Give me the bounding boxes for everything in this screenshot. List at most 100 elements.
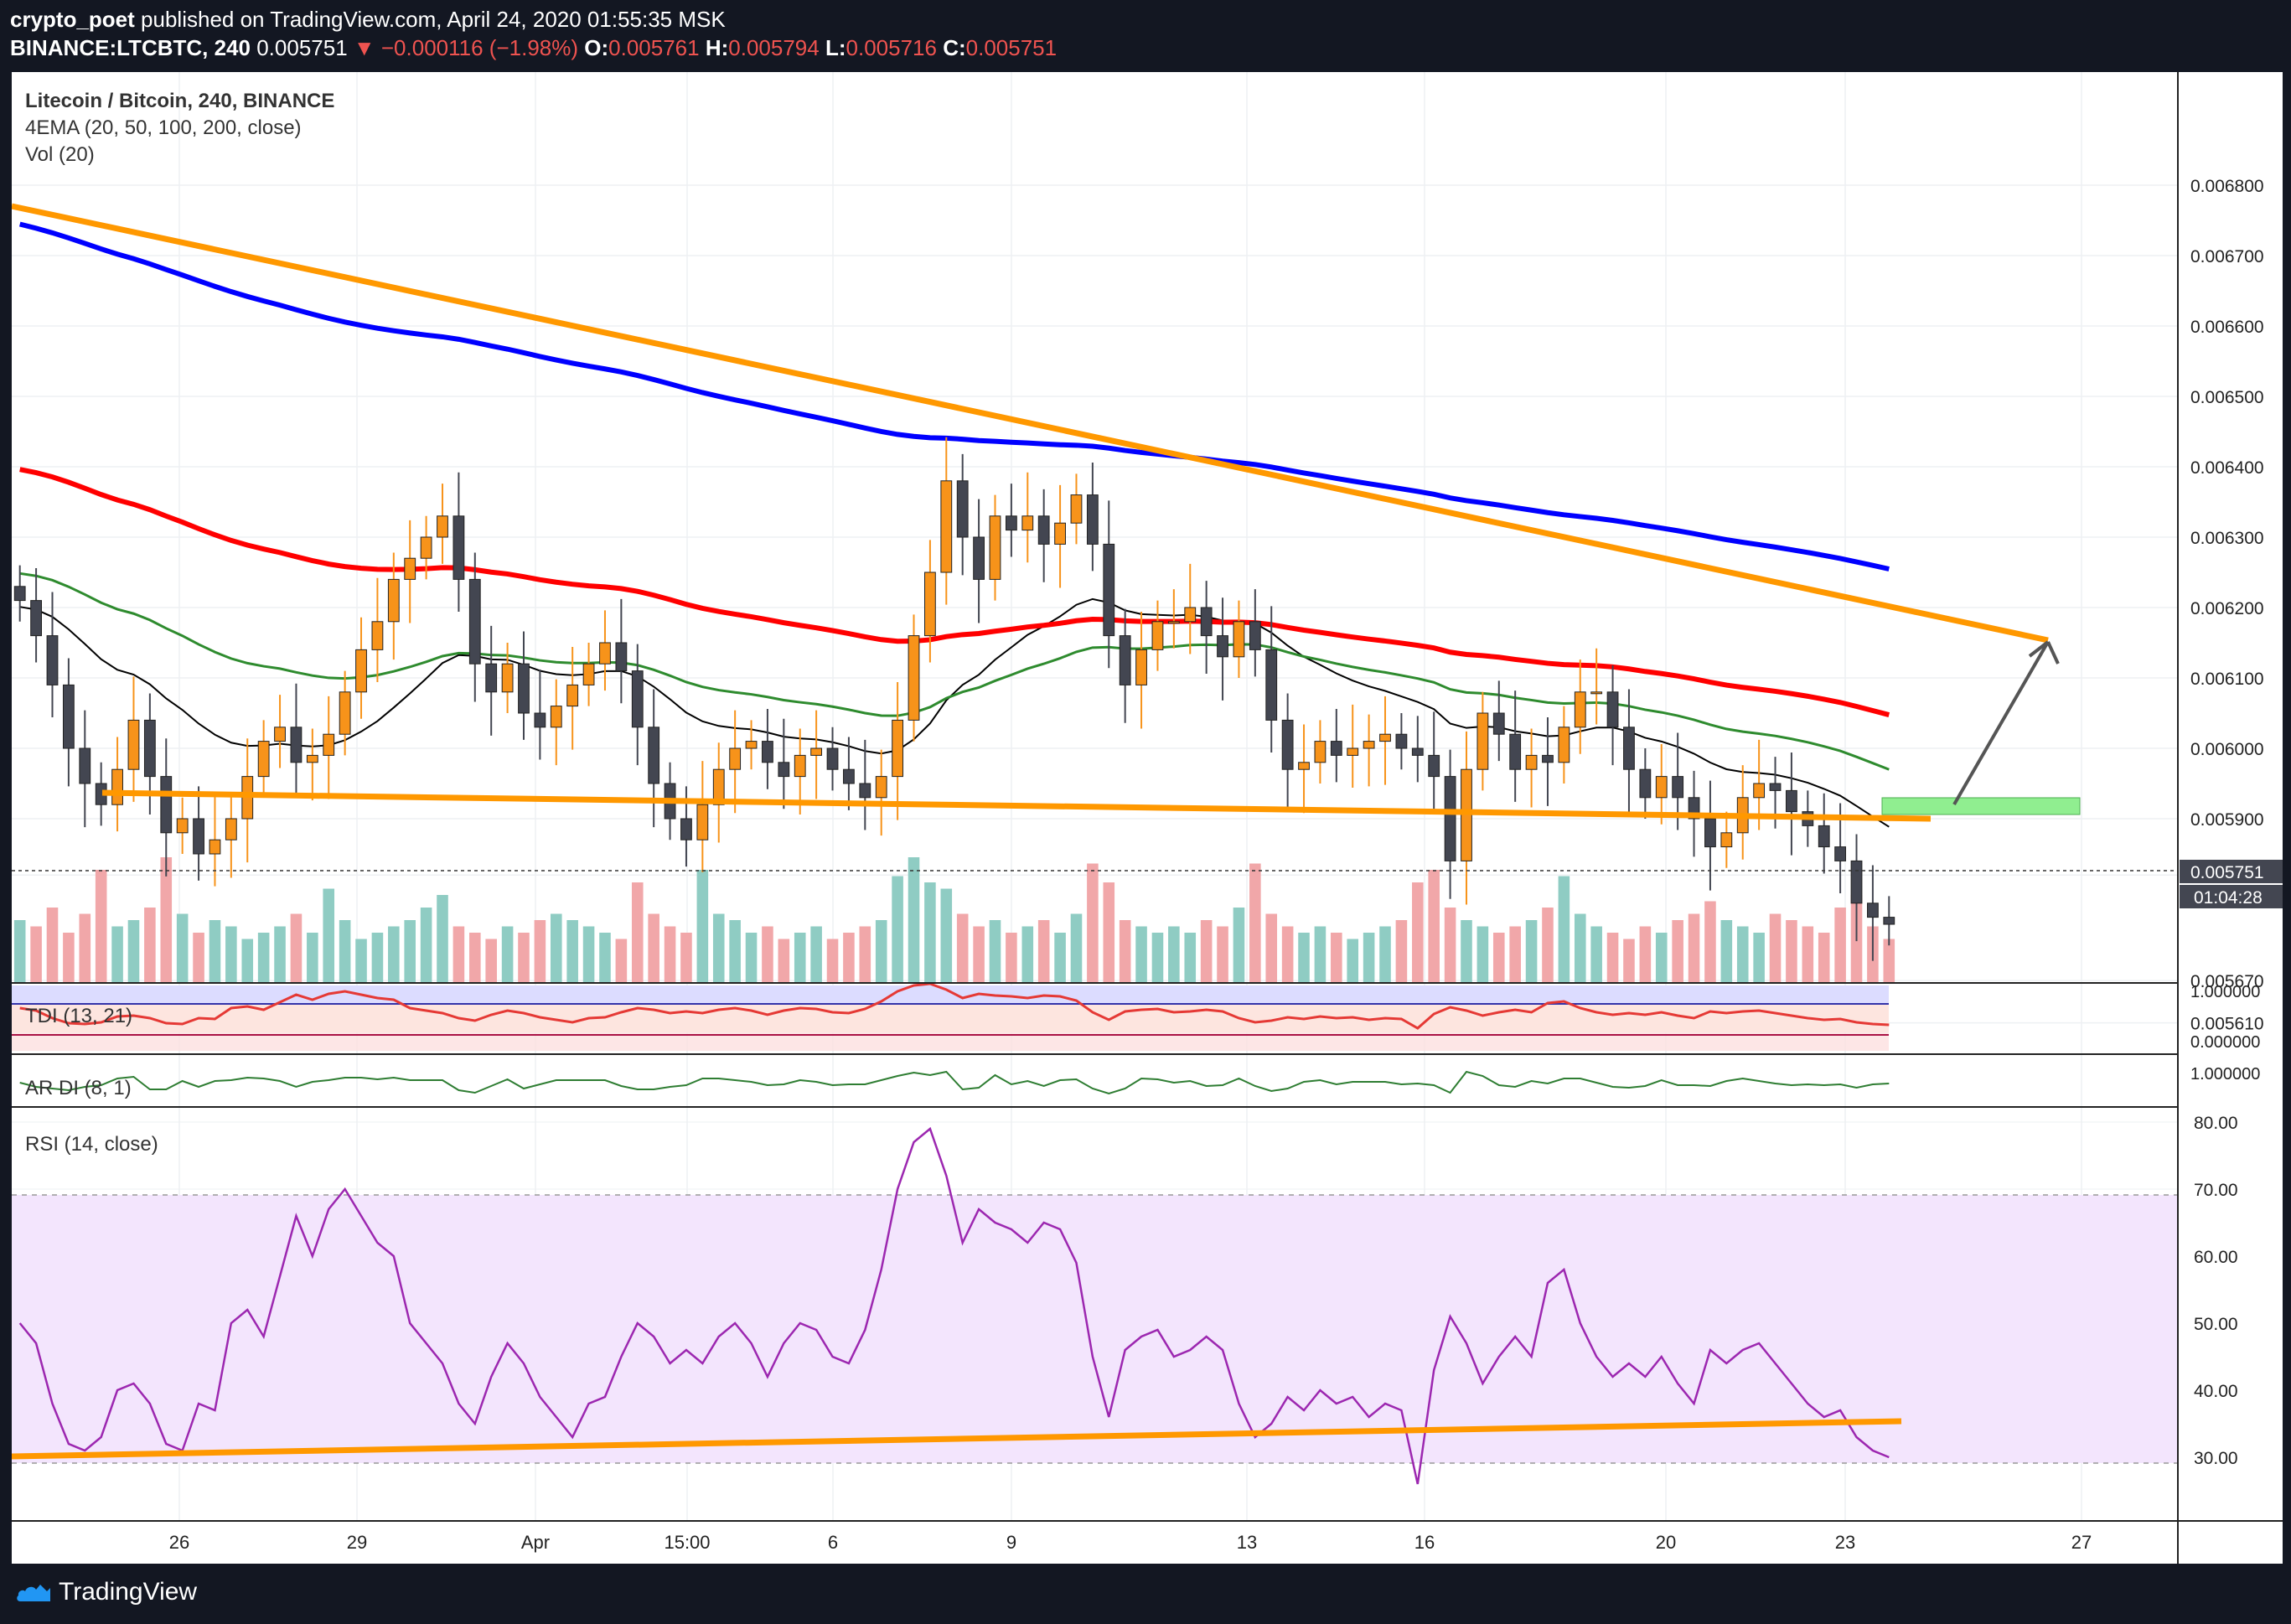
candle-body[interactable] bbox=[794, 754, 806, 778]
candle-body[interactable] bbox=[826, 747, 839, 770]
candle-body[interactable] bbox=[1461, 768, 1472, 861]
candle-body[interactable] bbox=[1005, 515, 1017, 531]
candle-body[interactable] bbox=[274, 727, 286, 742]
candle-body[interactable] bbox=[30, 600, 42, 637]
descending-resistance-line[interactable] bbox=[11, 203, 2049, 644]
candle-body[interactable] bbox=[1217, 635, 1228, 658]
candle-body[interactable] bbox=[762, 741, 773, 763]
candle-body[interactable] bbox=[1753, 783, 1766, 799]
rsi-legend[interactable]: RSI (14, close) bbox=[25, 1133, 158, 1156]
candle-body[interactable] bbox=[62, 684, 75, 749]
candle-body[interactable] bbox=[176, 818, 189, 834]
candle-body[interactable] bbox=[111, 768, 123, 805]
candle-body[interactable] bbox=[1330, 741, 1342, 756]
candle-body[interactable] bbox=[290, 727, 303, 763]
candle-body[interactable] bbox=[79, 747, 91, 784]
candle-body[interactable] bbox=[1070, 494, 1083, 524]
candle-body[interactable] bbox=[1184, 607, 1197, 623]
candle-body[interactable] bbox=[127, 719, 140, 770]
time-axis[interactable]: 26 29 Apr 15:00 6 9 13 16 20 23 27 bbox=[169, 1532, 2092, 1553]
candle-body[interactable] bbox=[1525, 754, 1538, 770]
candle-body[interactable] bbox=[989, 515, 1001, 580]
candle-body[interactable] bbox=[1476, 712, 1489, 770]
candle-body[interactable] bbox=[518, 663, 530, 714]
candle-body[interactable] bbox=[225, 818, 237, 840]
candle-body[interactable] bbox=[843, 768, 855, 784]
candle-body[interactable] bbox=[339, 691, 351, 735]
candle-body[interactable] bbox=[1347, 747, 1359, 756]
candle-body[interactable] bbox=[1379, 733, 1391, 742]
candle-body[interactable] bbox=[1542, 754, 1554, 763]
candle-body[interactable] bbox=[193, 818, 204, 855]
target-box[interactable] bbox=[1881, 797, 2081, 815]
candle-body[interactable] bbox=[420, 536, 432, 559]
candle-body[interactable] bbox=[323, 733, 335, 756]
candle-body[interactable] bbox=[729, 747, 742, 770]
candle-body[interactable] bbox=[485, 663, 498, 693]
candle-body[interactable] bbox=[631, 670, 644, 728]
candle-body[interactable] bbox=[1249, 621, 1261, 650]
candle-body[interactable] bbox=[680, 818, 692, 840]
candle-body[interactable] bbox=[1151, 621, 1164, 650]
candle-body[interactable] bbox=[615, 642, 628, 672]
candle-body[interactable] bbox=[1119, 635, 1131, 685]
candle-body[interactable] bbox=[1720, 832, 1733, 848]
tdi-legend[interactable]: TDI (13, 21) bbox=[25, 1005, 132, 1027]
candle-body[interactable] bbox=[1834, 846, 1847, 861]
candle-body[interactable] bbox=[956, 480, 969, 538]
candle-body[interactable] bbox=[1574, 691, 1586, 728]
candle-body[interactable] bbox=[1363, 741, 1375, 749]
candle-body[interactable] bbox=[1867, 903, 1879, 918]
candle-body[interactable] bbox=[1428, 754, 1440, 778]
candle-body[interactable] bbox=[1086, 494, 1099, 545]
candle-body[interactable] bbox=[1395, 733, 1408, 749]
candle-body[interactable] bbox=[143, 719, 156, 778]
candle-body[interactable] bbox=[859, 783, 871, 799]
ardi-legend[interactable]: AR DI (8, 1) bbox=[25, 1077, 132, 1099]
candle-body[interactable] bbox=[1639, 768, 1652, 799]
candle-body[interactable] bbox=[924, 572, 936, 637]
candle-body[interactable] bbox=[1281, 719, 1294, 770]
candle-body[interactable] bbox=[1655, 776, 1668, 799]
candle-body[interactable] bbox=[1444, 776, 1456, 861]
candle-body[interactable] bbox=[501, 663, 514, 693]
candle-body[interactable] bbox=[387, 578, 400, 623]
candle-body[interactable] bbox=[468, 578, 481, 665]
candle-body[interactable] bbox=[1590, 691, 1603, 695]
candle-body[interactable] bbox=[46, 635, 59, 685]
candle-body[interactable] bbox=[1606, 691, 1619, 728]
candle-body[interactable] bbox=[1558, 727, 1570, 763]
candle-body[interactable] bbox=[13, 586, 26, 602]
candle-body[interactable] bbox=[534, 712, 546, 728]
candle-body[interactable] bbox=[209, 839, 221, 855]
candle-body[interactable] bbox=[778, 762, 790, 778]
candle-body[interactable] bbox=[550, 706, 562, 728]
candle-body[interactable] bbox=[745, 741, 758, 749]
candle-body[interactable] bbox=[355, 649, 367, 693]
candle-body[interactable] bbox=[1314, 741, 1327, 763]
candle-body[interactable] bbox=[1021, 515, 1034, 531]
candle-body[interactable] bbox=[973, 536, 985, 580]
candle-body[interactable] bbox=[257, 741, 270, 778]
candle-body[interactable] bbox=[648, 727, 660, 784]
candle-body[interactable] bbox=[599, 642, 611, 665]
candle-body[interactable] bbox=[1509, 733, 1522, 770]
candle-body[interactable] bbox=[1704, 818, 1716, 848]
candle-body[interactable] bbox=[1818, 825, 1830, 848]
candle-body[interactable] bbox=[1786, 789, 1797, 813]
support-line[interactable] bbox=[101, 789, 1932, 822]
candle-body[interactable] bbox=[1883, 917, 1895, 925]
candle-body[interactable] bbox=[1769, 783, 1782, 791]
vol-legend[interactable]: Vol (20) bbox=[25, 143, 95, 166]
candle-body[interactable] bbox=[453, 515, 465, 580]
candle-body[interactable] bbox=[1672, 776, 1684, 799]
candle-body[interactable] bbox=[1054, 522, 1066, 545]
rsi-axis[interactable]: 80.00 70.00 60.00 50.00 40.00 30.00 bbox=[2194, 1114, 2238, 1468]
ema100-line[interactable] bbox=[19, 467, 1890, 717]
candle-body[interactable] bbox=[1233, 621, 1245, 658]
price-axis[interactable]: 0.006800 0.006700 0.006600 0.006500 0.006400… bbox=[2190, 177, 2264, 1034]
candle-body[interactable] bbox=[1850, 860, 1863, 904]
projection-arrow[interactable] bbox=[1952, 641, 2050, 805]
candle-body[interactable] bbox=[371, 621, 384, 650]
chart-area[interactable]: 0.006800 0.006700 0.006600 0.006500 0.006400… bbox=[11, 72, 2283, 1564]
